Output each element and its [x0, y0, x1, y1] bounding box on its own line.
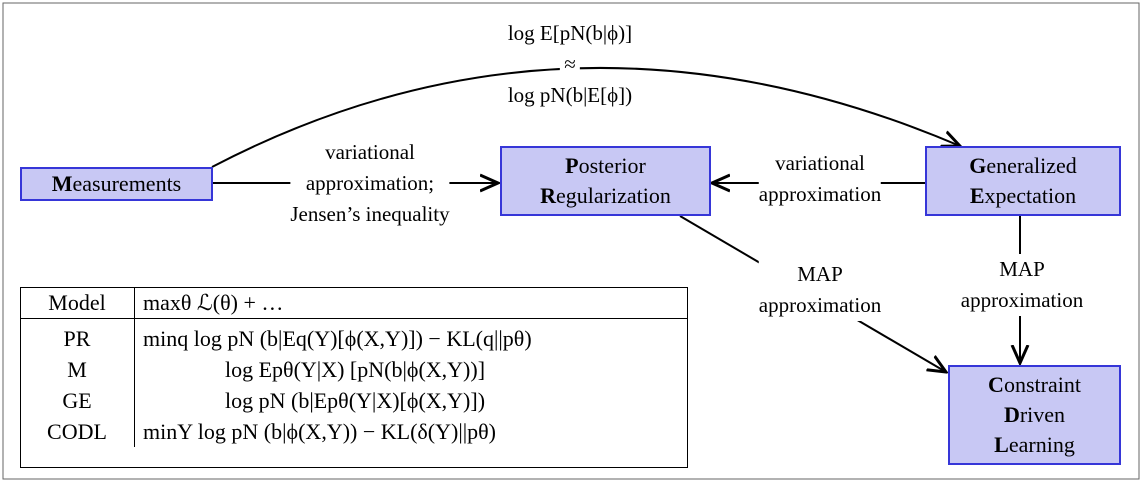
cell: log Epθ(Y|X) [pN(b|ϕ(X,Y))]: [225, 357, 486, 382]
cell: minq log pN (b|Eq(Y)[ϕ(X,Y)]) − KL(q||pθ…: [143, 326, 532, 351]
label-line: MAP: [999, 257, 1045, 281]
table: Model maxθ ℒ(θ) + … PR minq log pN (b|Eq(Y…: [20, 287, 688, 447]
edge-label: variational approximation: [758, 148, 882, 210]
label-line: variational: [325, 140, 415, 164]
label-line: variational: [775, 151, 865, 175]
cell: M: [20, 354, 135, 385]
cell: CODL: [20, 416, 135, 447]
label-line: log E[pN(b|ϕ)]: [507, 21, 633, 45]
edge-label: MAP approximation: [960, 254, 1084, 316]
label-line: ≈: [560, 49, 580, 80]
cell: PR: [20, 318, 135, 354]
label-line: MAP: [797, 262, 843, 286]
node-label: Expectation: [969, 183, 1077, 208]
node-label: Constraint: [988, 372, 1081, 397]
node: Measurements: [20, 167, 213, 201]
node-label: Posterior: [565, 153, 646, 178]
label-line: approximation: [758, 293, 882, 317]
node: Posterior Regularization: [500, 146, 711, 216]
edge-label: variational approximation; Jensen’s inequa…: [290, 137, 450, 230]
header-cell: maxθ ℒ(θ) + …: [134, 287, 688, 319]
node-label: Regularization: [540, 183, 671, 208]
node-label: Generalized: [969, 153, 1077, 178]
label-line: approximation: [960, 288, 1084, 312]
header-cell: Model: [20, 287, 135, 319]
node: Constraint Driven Learning: [948, 365, 1121, 465]
node-label: Measurements: [51, 171, 182, 196]
label-line: log pN(b|E[ϕ]): [507, 83, 633, 107]
cell: log pN (b|Epθ(Y|X)[ϕ(X,Y)]): [225, 388, 486, 413]
node: Generalized Expectation: [925, 146, 1121, 216]
label-line: approximation;: [305, 171, 435, 195]
edge-label: log E[pN(b|ϕ)] ≈ log pN(b|E[ϕ]): [508, 18, 632, 111]
label-line: approximation: [758, 182, 882, 206]
cell: GE: [20, 385, 135, 416]
node-label: Learning: [994, 432, 1075, 457]
node-label: Driven: [1003, 402, 1066, 427]
edge-label: MAP approximation: [758, 259, 882, 321]
label-line: Jensen’s inequality: [290, 202, 450, 226]
cell: minY log pN (b|ϕ(X,Y)) − KL(δ(Y)||pθ): [143, 419, 496, 444]
